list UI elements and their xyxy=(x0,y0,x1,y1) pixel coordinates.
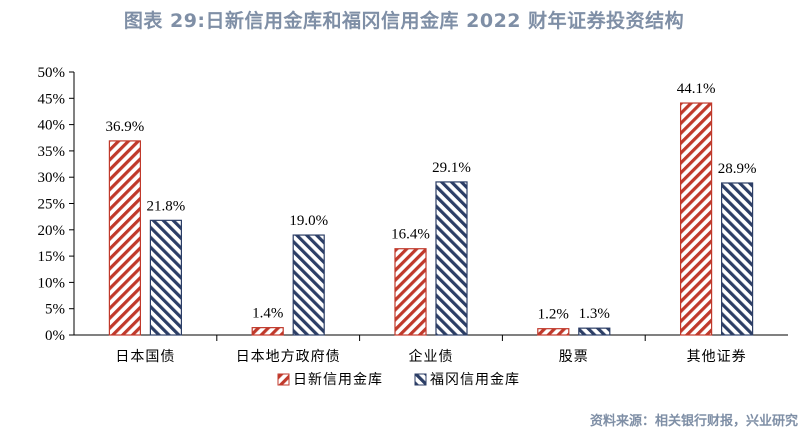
legend-label: 福冈信用金库 xyxy=(430,372,520,388)
data-label: 19.0% xyxy=(289,213,328,229)
bar-fukuoka xyxy=(435,181,468,336)
bar-fukuoka xyxy=(149,219,182,336)
data-label: 21.8% xyxy=(147,198,186,214)
y-tick-label: 5% xyxy=(45,302,65,318)
bar-fukuoka xyxy=(720,182,754,336)
x-tick-label: 企业债 xyxy=(409,348,454,365)
legend-swatch xyxy=(277,373,290,386)
source-note: 资料来源：相关银行财报，兴业研究 xyxy=(589,414,798,429)
x-tick-label: 其他证券 xyxy=(687,349,747,365)
y-tick-label: 0% xyxy=(45,328,65,344)
data-label: 16.4% xyxy=(391,227,430,243)
data-label: 28.9% xyxy=(718,161,757,177)
bar-fukuoka xyxy=(292,234,325,336)
y-tick-label: 35% xyxy=(38,144,66,160)
x-tick-label: 股票 xyxy=(559,349,589,365)
bar-nisshin xyxy=(251,327,284,336)
data-label: 1.3% xyxy=(579,306,610,322)
bar-nisshin xyxy=(108,140,142,336)
y-tick-label: 25% xyxy=(38,197,66,213)
y-tick-label: 30% xyxy=(38,170,66,186)
x-tick-label: 日本地方政府债 xyxy=(236,349,341,365)
y-tick-label: 15% xyxy=(38,249,66,265)
data-label: 1.4% xyxy=(252,306,283,322)
legend-swatch xyxy=(414,373,427,386)
x-tick-label: 日本国债 xyxy=(115,349,175,365)
y-tick-label: 45% xyxy=(38,91,66,107)
bar-nisshin xyxy=(537,328,570,336)
bar-nisshin xyxy=(394,248,427,336)
y-tick-label: 40% xyxy=(38,118,66,134)
data-label: 29.1% xyxy=(432,160,471,176)
y-tick-label: 10% xyxy=(38,275,66,291)
data-label: 36.9% xyxy=(106,119,145,135)
chart-title: 图表 29:日新信用金库和福冈信用金库 2022 财年证券投资结构 xyxy=(123,10,685,32)
y-tick-label: 50% xyxy=(38,65,66,81)
data-label: 1.2% xyxy=(538,307,569,323)
bar-fukuoka xyxy=(578,327,611,336)
data-label: 44.1% xyxy=(677,81,716,97)
bar-nisshin xyxy=(679,102,713,336)
legend-label: 日新信用金库 xyxy=(293,372,383,388)
y-tick-label: 20% xyxy=(38,223,66,239)
